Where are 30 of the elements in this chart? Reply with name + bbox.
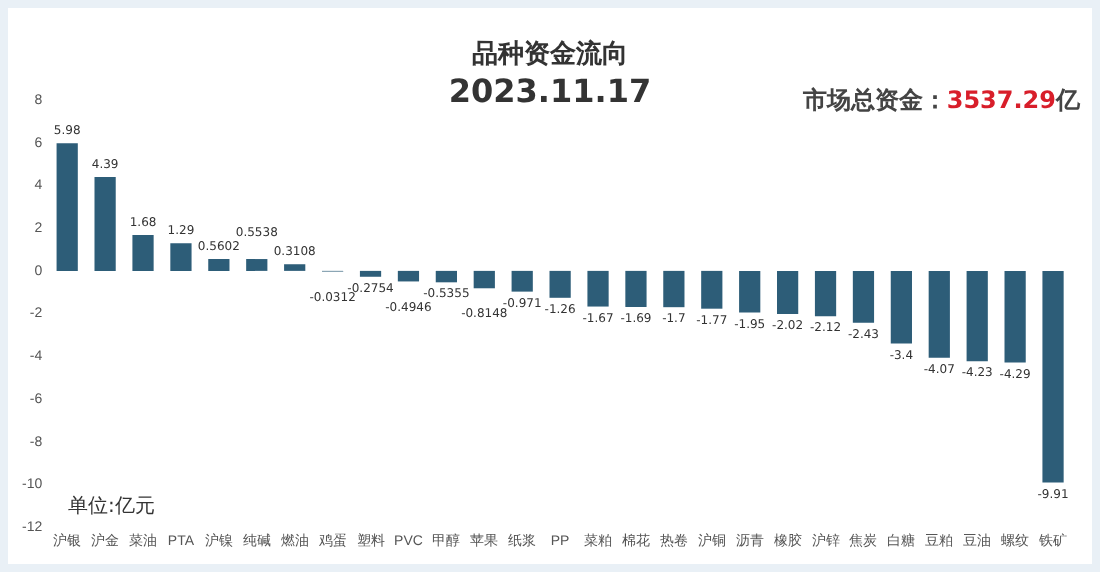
bar <box>56 143 78 271</box>
bar <box>132 235 154 271</box>
bar <box>777 270 799 315</box>
chart-title: 品种资金流向 <box>470 37 630 72</box>
bar <box>435 270 457 283</box>
bar <box>890 270 912 344</box>
annotation: 单位:亿元 <box>68 493 155 520</box>
bar <box>1004 270 1026 363</box>
bar <box>359 270 382 277</box>
bar <box>94 177 116 271</box>
bar <box>625 270 647 307</box>
annotation: 市场总资金：3537.29亿 <box>802 86 1080 114</box>
bar <box>701 270 723 309</box>
bar <box>397 270 420 282</box>
chart-subtitle: 2023.11.17 <box>446 72 654 110</box>
bar <box>587 270 609 307</box>
bar <box>246 259 268 271</box>
bar <box>511 270 533 292</box>
bar <box>208 258 230 271</box>
bar <box>284 264 306 271</box>
bar <box>928 270 950 358</box>
bar <box>966 270 988 362</box>
bar <box>1042 270 1064 483</box>
bar <box>739 270 761 313</box>
bar <box>473 270 495 289</box>
bar <box>814 270 837 317</box>
bar <box>663 270 685 308</box>
bar <box>852 270 875 323</box>
bar <box>170 243 192 271</box>
bar <box>549 270 571 298</box>
